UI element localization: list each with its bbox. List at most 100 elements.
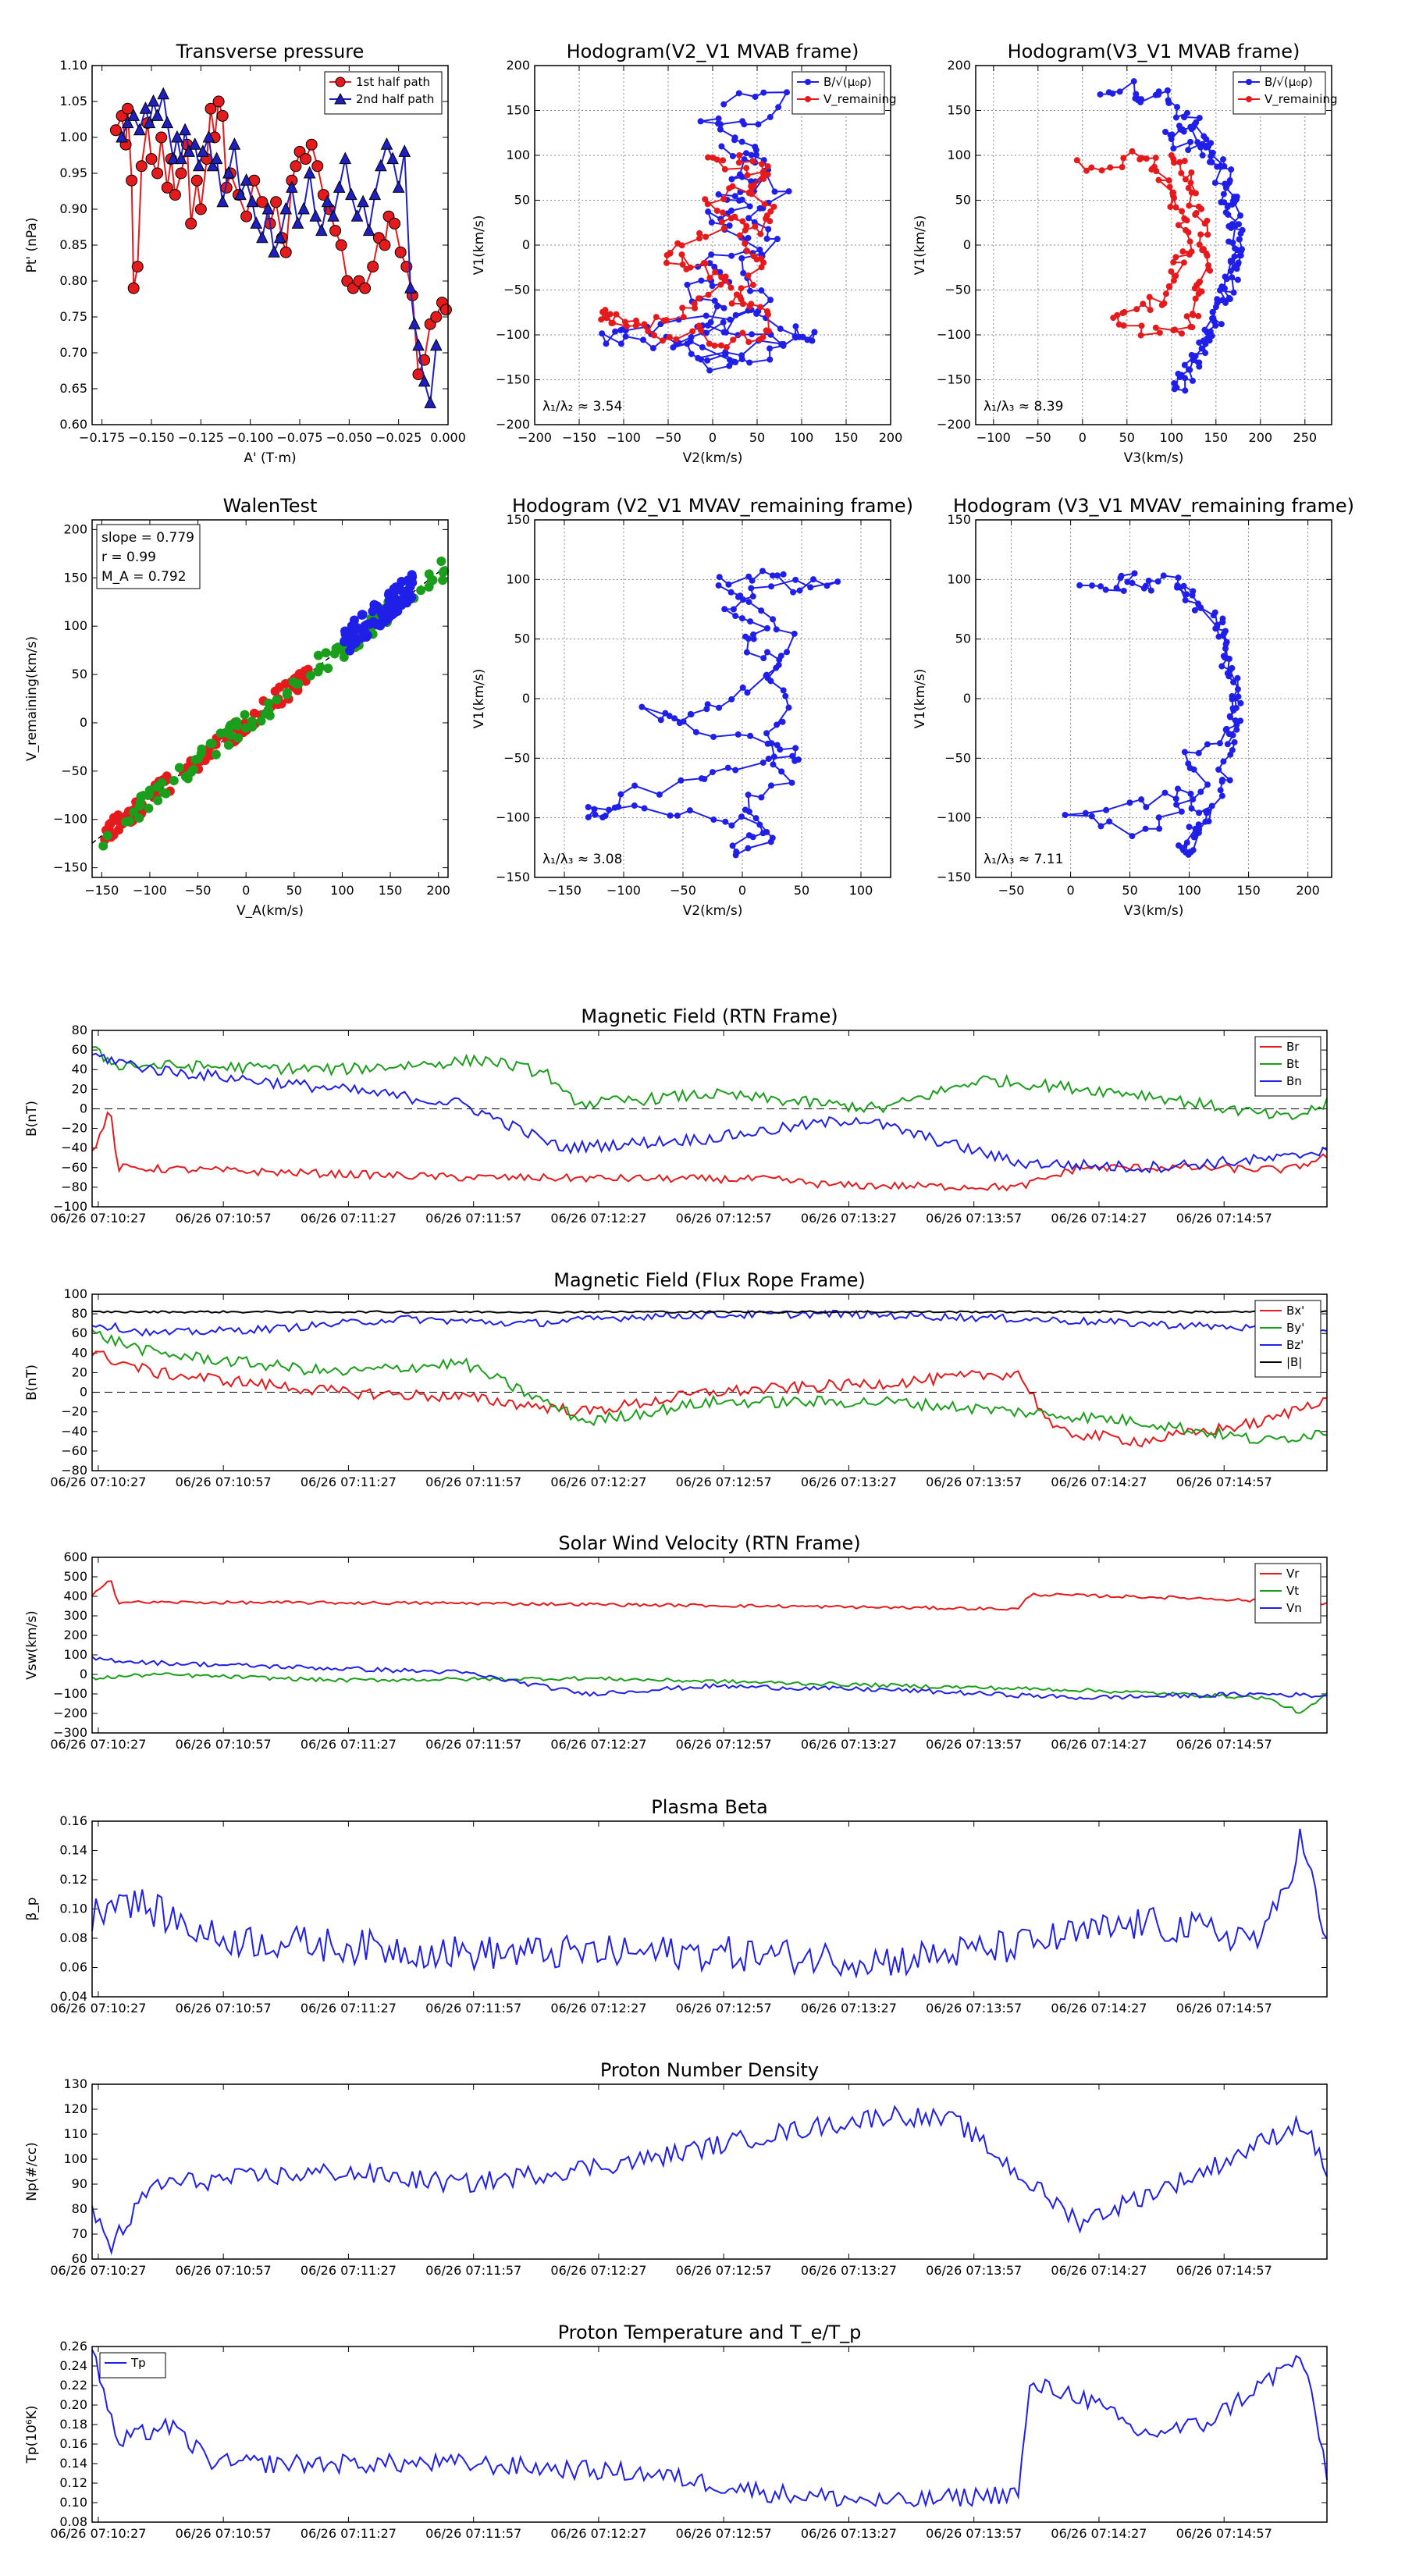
data-point: [1097, 91, 1104, 98]
data-point: [631, 782, 638, 789]
data-point: [745, 808, 752, 815]
data-point: [715, 115, 722, 122]
y-tick-label: 0.26: [59, 2339, 87, 2354]
data-point: [769, 834, 776, 841]
data-point: [1194, 600, 1201, 607]
data-point: [394, 246, 407, 258]
data-point: [1190, 834, 1197, 841]
data-point: [738, 285, 745, 292]
x-tick-label: 06/26 07:13:27: [801, 2526, 897, 2541]
x-tick-label: −50: [998, 883, 1025, 898]
x-tick-label: 06/26 07:10:57: [176, 1737, 272, 1752]
data-point: [327, 209, 340, 222]
data-point: [770, 761, 777, 768]
data-point: [739, 218, 746, 225]
data-point: [697, 118, 704, 125]
data-point: [775, 104, 782, 111]
eigen-ratio-annotation: λ₁/λ₂ ≈ 3.54: [542, 399, 622, 415]
x-tick-label: −100: [976, 430, 1011, 445]
x-tick-label: 06/26 07:14:27: [1051, 1211, 1147, 1226]
data-point: [603, 340, 610, 347]
chart-beta: 0.04 0.06 0.08 0.10 0.12 0.14 0.16 06/26 07:10:…: [24, 1796, 1328, 2016]
data-point: [1229, 696, 1236, 703]
data-point: [768, 583, 775, 590]
data-point: [152, 781, 162, 792]
annotation-text: r = 0.99: [101, 550, 156, 565]
x-tick-label: 06/26 07:12:27: [550, 1475, 646, 1489]
data-point: [1083, 167, 1090, 174]
data-point: [679, 304, 686, 311]
data-point: [1082, 809, 1089, 817]
data-point: [631, 802, 638, 809]
data-point: [745, 832, 752, 839]
data-point: [155, 131, 168, 144]
data-point: [641, 805, 648, 812]
y-tick-label: 150: [506, 103, 530, 118]
data-point: [809, 576, 816, 583]
data-point: [1204, 807, 1211, 814]
data-point: [286, 180, 298, 193]
data-point: [175, 151, 187, 165]
legend-label: Vt: [1286, 1584, 1299, 1598]
data-point: [791, 630, 798, 637]
legend-marker: [805, 96, 811, 102]
data-point: [721, 276, 728, 283]
chart-np: 60 70 80 90 100 110 120 130 06/26 07:10:27 06/26 …: [24, 2059, 1328, 2278]
data-point: [1187, 849, 1194, 856]
x-tick-label: 06/26 07:11:27: [301, 1737, 397, 1752]
data-point: [1185, 147, 1192, 154]
plot-frame: [975, 65, 1332, 425]
data-point: [745, 272, 752, 279]
y-axis-label: Tp(10⁶K): [24, 2405, 40, 2464]
y-tick-label: 0: [963, 237, 971, 252]
data-point: [1195, 821, 1202, 828]
data-point: [329, 225, 342, 237]
data-point: [1164, 87, 1171, 94]
data-point: [240, 210, 253, 222]
data-point: [1220, 190, 1227, 197]
data-point: [1229, 201, 1236, 208]
data-point: [1210, 315, 1217, 322]
data-point: [1224, 204, 1231, 211]
data-point: [412, 338, 425, 351]
data-point: [726, 222, 733, 229]
x-tick-label: 06/26 07:11:57: [425, 1475, 521, 1489]
data-point: [207, 738, 217, 749]
data-point: [611, 804, 618, 811]
data-point: [706, 260, 713, 267]
y-tick-label: −200: [53, 1706, 87, 1720]
data-point: [645, 328, 652, 335]
data-point: [1231, 264, 1238, 271]
data-point: [264, 698, 274, 708]
data-point: [1218, 663, 1225, 670]
data-point: [1162, 290, 1169, 297]
y-tick-label: 0.10: [59, 2495, 87, 2510]
data-point: [696, 235, 703, 242]
y-tick-label: 0.70: [59, 345, 87, 360]
data-point: [315, 662, 325, 672]
data-point: [740, 269, 747, 276]
data-point: [692, 304, 699, 311]
data-point: [752, 815, 759, 822]
data-point: [656, 791, 663, 798]
data-point: [745, 845, 752, 852]
data-point: [1182, 375, 1189, 382]
y-tick-label: 80: [72, 2201, 87, 2216]
data-point: [721, 606, 728, 613]
data-point: [157, 87, 170, 100]
data-point: [745, 599, 752, 606]
data-point: [698, 277, 705, 284]
data-point: [731, 193, 738, 200]
x-tick-label: 06/26 07:10:57: [176, 2526, 272, 2541]
series-line: [91, 1309, 1328, 1338]
data-point: [711, 263, 718, 270]
x-tick-label: 06/26 07:13:27: [801, 2263, 897, 2278]
data-point: [126, 174, 138, 187]
data-point: [728, 176, 735, 183]
data-point: [1172, 114, 1179, 121]
data-point: [1143, 155, 1150, 162]
data-point: [1176, 373, 1183, 380]
data-point: [683, 265, 690, 272]
data-point: [1198, 345, 1205, 352]
data-point: [1218, 792, 1225, 799]
